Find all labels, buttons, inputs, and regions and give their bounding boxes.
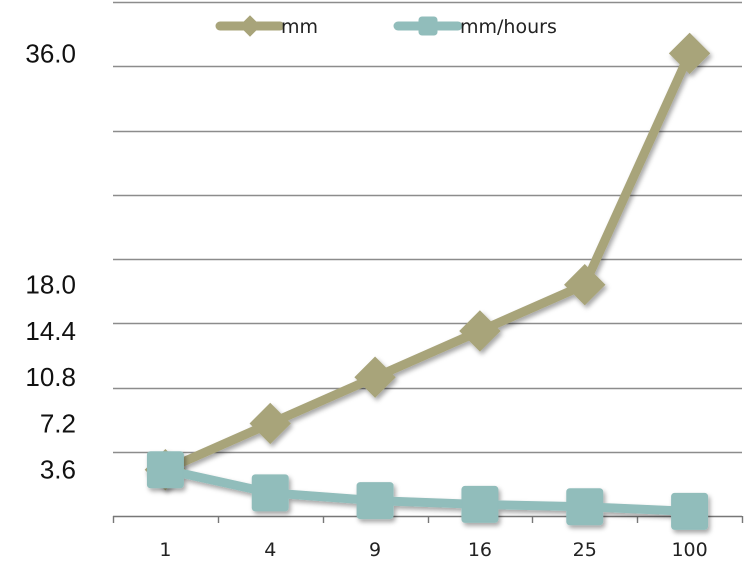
legend-label: mm/hours — [460, 16, 557, 38]
y-tick-label: 10.8 — [25, 362, 76, 392]
square-marker — [146, 451, 184, 489]
x-tick-label: 25 — [573, 539, 597, 561]
legend-marker — [239, 15, 261, 37]
gridlines — [113, 1, 742, 454]
square-marker — [356, 482, 394, 520]
x-tick-label: 100 — [671, 539, 707, 561]
series-mm-hours — [146, 451, 709, 530]
x-tick-label: 16 — [468, 539, 492, 561]
diamond-marker — [459, 310, 501, 352]
y-tick-label: 36.0 — [25, 38, 76, 68]
legend: mm mm/hours — [215, 15, 557, 38]
tick-labels: 36.0 18.0 14.4 10.8 7.2 3.6 1 4 9 16 25 100 — [25, 38, 707, 561]
y-tick-label: 3.6 — [40, 455, 76, 485]
square-marker — [251, 474, 289, 512]
x-tick-label: 4 — [264, 539, 276, 561]
legend-item: mm/hours — [393, 16, 557, 38]
legend-label: mm — [281, 16, 318, 38]
series-line — [160, 465, 695, 516]
x-tick-label: 9 — [369, 539, 381, 561]
series-mm — [144, 32, 711, 491]
diamond-marker — [668, 32, 711, 75]
square-marker — [461, 485, 499, 523]
diamond-marker — [249, 402, 291, 445]
square-marker — [671, 492, 709, 530]
x-axis — [112, 515, 744, 523]
y-tick-label: 18.0 — [25, 270, 76, 300]
square-marker — [566, 488, 604, 526]
x-tick-label: 1 — [159, 539, 171, 561]
diamond-marker — [564, 263, 606, 306]
legend-marker — [418, 16, 438, 36]
diamond-marker — [354, 356, 396, 398]
y-tick-label: 14.4 — [25, 316, 76, 346]
y-tick-label: 7.2 — [40, 408, 76, 438]
series-layer — [144, 32, 711, 530]
legend-item: mm — [215, 15, 318, 38]
series-line — [160, 48, 695, 475]
